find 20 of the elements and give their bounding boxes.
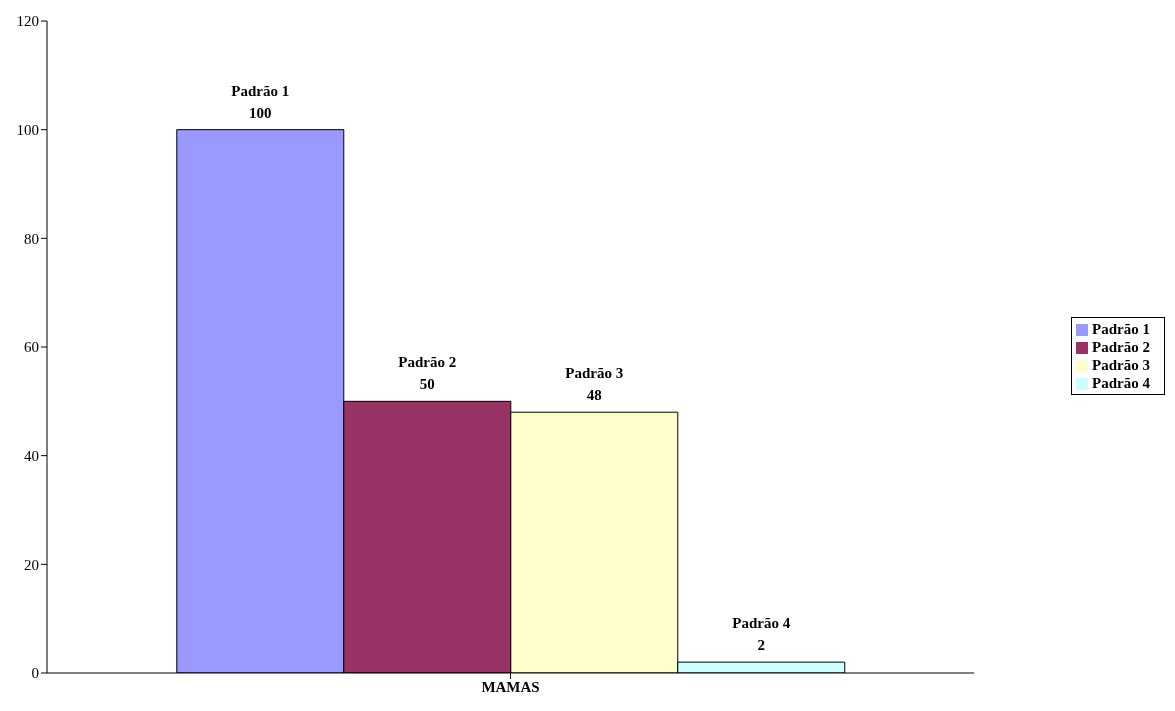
y-tick-label: 40 bbox=[24, 447, 39, 464]
y-tick-label: 0 bbox=[31, 665, 39, 682]
y-tick-label: 80 bbox=[24, 230, 39, 247]
data-label: 50 bbox=[419, 376, 435, 393]
data-label: 2 bbox=[757, 637, 766, 654]
legend-label: Padrão 3 bbox=[1092, 356, 1150, 373]
text: Padrão 1 bbox=[231, 82, 290, 99]
data-label: 100 bbox=[249, 104, 272, 121]
x-tick-label: MAMAS bbox=[481, 678, 540, 695]
data-label: 48 bbox=[586, 387, 602, 404]
legend-label: Padrão 2 bbox=[1092, 338, 1150, 355]
text: Padrão 3 bbox=[565, 365, 624, 382]
y-tick-label: 60 bbox=[24, 339, 39, 356]
text: Padrão 2 bbox=[398, 354, 457, 371]
legend-label: Padrão 1 bbox=[1092, 320, 1150, 337]
legend-label: Padrão 4 bbox=[1092, 374, 1150, 391]
y-tick-label: 120 bbox=[16, 13, 39, 30]
text: Padrão 4 bbox=[732, 615, 791, 632]
y-tick-label: 100 bbox=[16, 121, 39, 138]
y-tick-label: 20 bbox=[24, 556, 39, 573]
